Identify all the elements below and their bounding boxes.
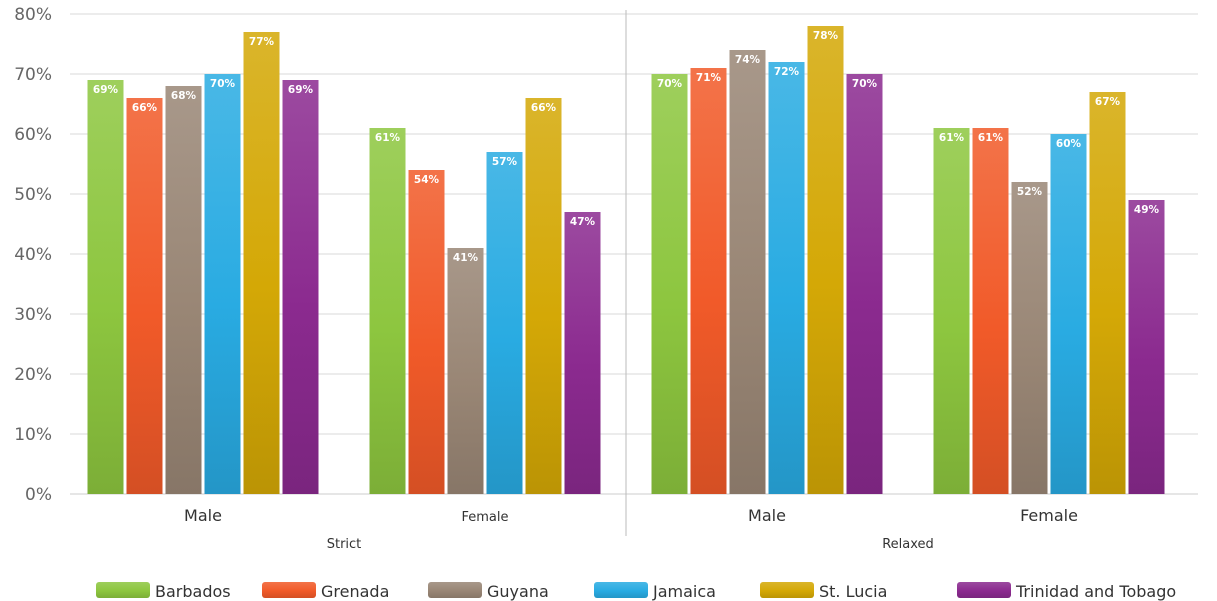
y-tick-label: 30% [14,305,52,325]
legend-label: Jamaica [652,582,716,601]
data-label: 70% [852,78,878,90]
data-label: 61% [375,132,401,144]
legend-label: St. Lucia [819,582,887,601]
bar-grenada [690,68,727,494]
data-label: 66% [132,102,158,114]
bar-jamaica [204,74,241,494]
data-label: 78% [813,30,839,42]
data-label: 69% [288,84,314,96]
data-label: 77% [249,36,275,48]
bar-jamaica [1050,134,1087,494]
bar-trinidad-and-tobago [846,74,883,494]
legend-label: Trinidad and Tobago [1015,582,1176,601]
data-label: 66% [531,102,557,114]
bar-trinidad-and-tobago [1128,200,1165,494]
group-label: Strict [327,537,362,552]
y-tick-label: 50% [14,185,52,205]
legend-swatch [594,582,648,598]
x-category-label: Female [1020,506,1078,525]
bar-grenada [126,98,163,494]
bar-guyana [1011,182,1048,494]
y-tick-label: 70% [14,65,52,85]
data-label: 70% [657,78,683,90]
y-tick-label: 20% [14,365,52,385]
group-label: Relaxed [882,537,934,552]
data-label: 72% [774,66,800,78]
bar-guyana [729,50,766,494]
bar-grenada [972,128,1009,494]
bar-barbados [651,74,688,494]
y-tick-label: 80% [14,5,52,25]
data-label: 61% [939,132,965,144]
data-label: 60% [1056,138,1082,150]
legend-label: Barbados [155,582,231,601]
x-axis: Male Female Male Female Strict Relaxed [184,10,1078,552]
y-tick-label: 60% [14,125,52,145]
y-tick-label: 0% [25,485,52,505]
data-label: 57% [492,156,518,168]
bar-barbados [87,80,124,494]
data-label: 74% [735,54,761,66]
bar-st-lucia [1089,92,1126,494]
data-label: 49% [1134,204,1160,216]
bars: 69% 66% 68% 70% 77% 69% 61% 54% 41% 57% 66% 47% 70% 7… [87,26,1165,494]
x-category-label: Male [748,506,786,525]
bar-st-lucia [525,98,562,494]
bar-st-lucia [243,32,280,494]
legend-label: Guyana [487,582,549,601]
data-label: 70% [210,78,236,90]
y-tick-label: 10% [14,425,52,445]
y-tick-label: 40% [14,245,52,265]
bar-guyana [447,248,484,494]
bar-trinidad-and-tobago [282,80,319,494]
data-label: 41% [453,252,479,264]
legend: Barbados Grenada Guyana Jamaica St. Lucia Tri… [96,582,1176,601]
legend-swatch [760,582,814,598]
bar-guyana [165,86,202,494]
bar-grenada [408,170,445,494]
bar-jamaica [768,62,805,494]
data-label: 69% [93,84,119,96]
bar-jamaica [486,152,523,494]
legend-swatch [957,582,1011,598]
data-label: 61% [978,132,1004,144]
legend-swatch [96,582,150,598]
bar-st-lucia [807,26,844,494]
y-axis: 0% 10% 20% 30% 40% 50% 60% 70% 80% [14,5,52,505]
data-label: 68% [171,90,197,102]
bar-barbados [933,128,970,494]
x-category-label: Female [461,510,508,525]
bar-trinidad-and-tobago [564,212,601,494]
bar-barbados [369,128,406,494]
legend-label: Grenada [321,582,389,601]
legend-swatch [428,582,482,598]
data-label: 54% [414,174,440,186]
x-category-label: Male [184,506,222,525]
data-label: 71% [696,72,722,84]
legend-swatch [262,582,316,598]
data-label: 67% [1095,96,1121,108]
data-label: 47% [570,216,596,228]
data-label: 52% [1017,186,1043,198]
